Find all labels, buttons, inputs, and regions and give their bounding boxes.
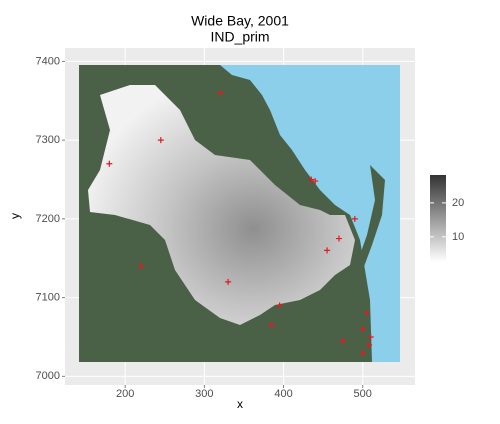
y-tick-label: 7400 <box>36 55 60 67</box>
point <box>359 326 366 333</box>
chart-title: Wide Bay, 2001 <box>191 13 289 29</box>
point <box>363 310 370 317</box>
point <box>351 215 358 222</box>
y-axis-label: y <box>8 213 22 219</box>
point <box>367 333 374 340</box>
x-tick-label: 500 <box>354 388 372 400</box>
point <box>138 263 145 270</box>
point <box>276 302 283 309</box>
y-tick-label: 7100 <box>36 292 60 304</box>
x-axis-label: x <box>237 397 243 411</box>
map-island <box>356 165 385 272</box>
y-tick-label: 7000 <box>36 370 60 382</box>
point <box>217 89 224 96</box>
point <box>312 178 319 185</box>
point <box>106 160 113 167</box>
map-water <box>220 65 400 362</box>
point <box>324 247 331 254</box>
map-region <box>88 85 355 325</box>
colorbar-label: 10 <box>452 231 464 243</box>
point <box>335 235 342 242</box>
point <box>268 322 275 329</box>
point <box>359 349 366 356</box>
x-tick-label: 400 <box>274 388 292 400</box>
colorbar <box>430 175 446 262</box>
point <box>225 278 232 285</box>
point <box>339 337 346 344</box>
chart-subtitle: IND_prim <box>210 29 269 45</box>
colorbar-label: 20 <box>452 197 464 209</box>
point <box>366 341 373 348</box>
x-tick-label: 300 <box>195 388 213 400</box>
point <box>157 137 164 144</box>
y-tick-label: 7300 <box>36 134 60 146</box>
x-tick-label: 200 <box>116 388 134 400</box>
point <box>308 176 315 183</box>
map <box>79 65 400 362</box>
y-tick-label: 7200 <box>36 213 60 225</box>
points <box>106 89 374 356</box>
